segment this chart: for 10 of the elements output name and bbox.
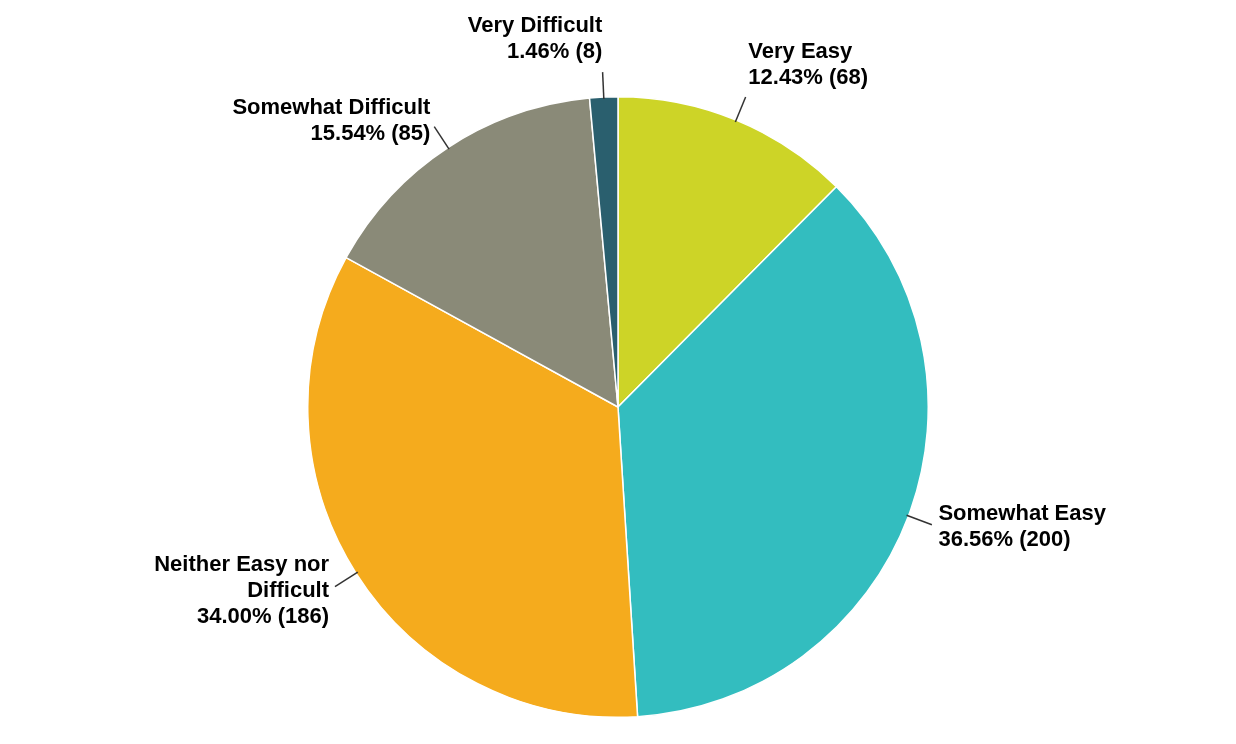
data-label: 34.00% (186) — [196, 602, 330, 628]
slice-label: Somewhat Easy — [938, 500, 1107, 526]
slice-label: Very Easy — [748, 37, 854, 63]
data-label: 15.54% (85) — [310, 119, 431, 145]
slice-label: Very Difficult — [467, 12, 603, 38]
data-label: 36.56% (200) — [938, 526, 1071, 552]
data-label: 1.46% (8) — [506, 38, 603, 64]
data-label: 12.43% (68) — [748, 63, 869, 89]
slice-label: Somewhat Difficult — [232, 93, 432, 119]
slice-label: Neither Easy nor Difficult — [154, 550, 330, 602]
